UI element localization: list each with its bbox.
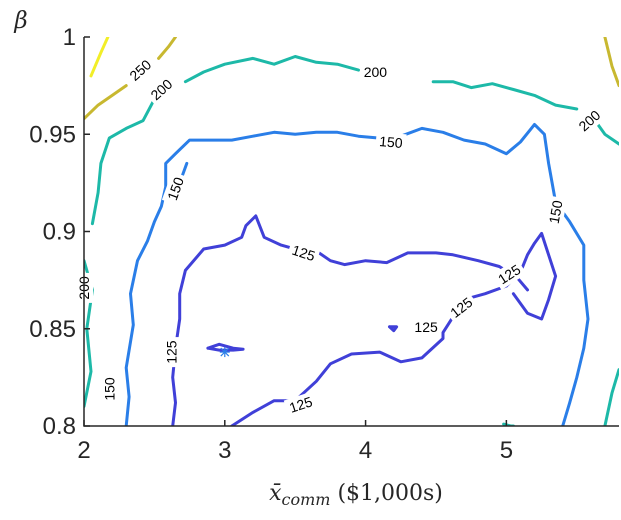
y-tick-label-1: 0.8: [43, 413, 76, 440]
contour-200-line-2: [90, 97, 156, 226]
axes: [83, 36, 619, 427]
svg-text:150: 150: [379, 133, 404, 151]
svg-text:125: 125: [163, 340, 179, 364]
svg-text:150: 150: [546, 199, 566, 225]
y-tick-label-2: 0.85: [29, 316, 76, 343]
contour-125-line-4: [388, 325, 399, 333]
svg-text:150: 150: [101, 377, 117, 401]
contour-label-200-2: 200: [144, 72, 179, 107]
contour-200-line-3: [183, 55, 360, 84]
x-tick-label-4: 5: [500, 437, 513, 464]
contour-250-line-1: [84, 84, 128, 121]
x-tick-label-1: 2: [77, 437, 90, 464]
contour-label-200-3: 200: [360, 63, 391, 81]
svg-text:125: 125: [414, 319, 438, 335]
contour-125-line-2: [171, 214, 529, 426]
y-axis-label: β: [13, 8, 27, 34]
tick-labels: 2 3 4 5 0.8 0.85 0.9 0.95 1: [29, 24, 513, 464]
contour-200-line-5: [596, 123, 619, 146]
contour-250-line-3: [603, 37, 619, 88]
y-tick-label-4: 0.95: [29, 121, 76, 148]
x-tick-label-2: 3: [218, 437, 231, 464]
x-axis-label: x̄comm ($1,000s): [269, 481, 443, 509]
contour-label-125-1: 125: [162, 337, 181, 368]
contour-125-line-3: [206, 342, 245, 352]
contour-300-line-1: [89, 37, 110, 78]
y-tick-label-5: 1: [63, 24, 76, 51]
contour-label-150-4: 150: [544, 195, 568, 229]
contour-label-250-1: 250: [123, 53, 158, 87]
contour-150-line-1: [124, 123, 590, 426]
y-tick-label-3: 0.9: [43, 219, 76, 246]
contour-label-125-2: 125: [286, 239, 321, 267]
contour-200-line-4: [431, 80, 579, 111]
svg-text:125: 125: [287, 393, 314, 416]
contour-label-150-1: 150: [100, 374, 119, 404]
contour-labels: 1251251251251251251501501501502002002002…: [75, 53, 607, 418]
svg-text:150: 150: [164, 175, 187, 203]
contour-label-150-2: 150: [161, 171, 190, 206]
contour-label-150-3: 150: [375, 131, 407, 153]
svg-text:125: 125: [290, 242, 317, 265]
x-tick-label-3: 4: [359, 437, 372, 464]
optimum-marker: [219, 347, 230, 358]
svg-text:200: 200: [364, 64, 388, 80]
contour-label-125-3: 125: [283, 391, 318, 418]
contour-200-line-6: [603, 368, 619, 426]
contour-250-line-2: [157, 37, 177, 60]
contour-label-125-4: 125: [411, 317, 442, 336]
